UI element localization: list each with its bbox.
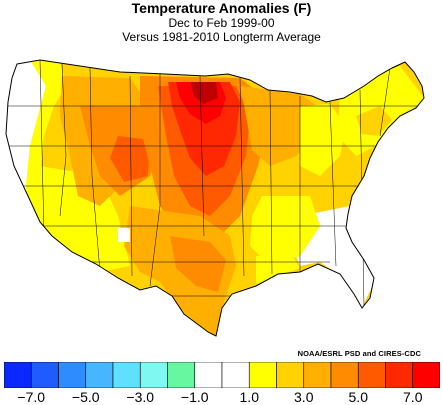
color-legend-swatch — [4, 362, 32, 388]
color-legend-swatch — [248, 362, 277, 388]
color-legend-swatch — [30, 362, 59, 388]
color-legend-swatch — [139, 362, 168, 388]
color-legend-swatch — [167, 362, 196, 388]
color-legend-swatch — [194, 362, 223, 388]
color-legend-tick-label: −5.0 — [71, 389, 100, 405]
anomaly-map — [5, 59, 425, 337]
color-legend-swatch — [276, 362, 305, 388]
anomaly-fill — [6, 60, 424, 336]
color-legend-swatch — [58, 362, 87, 388]
color-legend-tick-label: 3.0 — [294, 389, 314, 405]
map-title: Temperature Anomalies (F) — [131, 0, 312, 16]
color-legend-swatch — [303, 362, 332, 388]
title-block: Temperature Anomalies (F) Dec to Feb 199… — [0, 0, 443, 44]
color-legend-tick-label: 1.0 — [239, 389, 259, 405]
color-legend-swatch — [85, 362, 114, 388]
color-legend — [4, 362, 440, 388]
map-baseline: Versus 1981-2010 Longterm Average — [122, 30, 321, 44]
color-legend-tick-label: −7.0 — [17, 389, 46, 405]
color-legend-swatch — [357, 362, 386, 388]
color-legend-swatch — [412, 362, 440, 388]
color-legend-swatch — [221, 362, 250, 388]
color-legend-tick-label: −1.0 — [180, 389, 209, 405]
us-outline — [5, 59, 425, 337]
data-credit: NOAA/ESRL PSD and CIRES-CDC — [297, 349, 421, 358]
map-period: Dec to Feb 1999-00 — [168, 16, 275, 30]
color-legend-tick-label: 7.0 — [403, 389, 423, 405]
color-legend-swatch — [112, 362, 141, 388]
color-legend-tick-label: −3.0 — [126, 389, 155, 405]
color-legend-swatch — [385, 362, 414, 388]
color-legend-swatch — [330, 362, 359, 388]
color-legend-tick-label: 5.0 — [348, 389, 368, 405]
